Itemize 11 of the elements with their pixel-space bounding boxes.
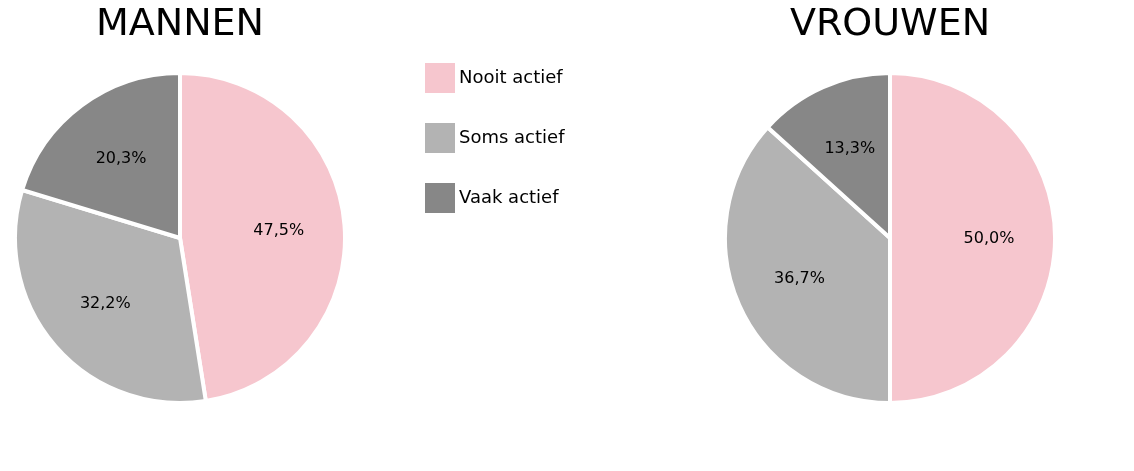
data-label: 47,5% xyxy=(253,220,305,240)
slice-label: MANNEN xyxy=(95,0,265,44)
data-label: 50,0% xyxy=(963,228,1015,247)
legend-label: Nooit actief xyxy=(459,66,564,87)
legend-label: Vaak actief xyxy=(459,186,560,207)
legend-label: Soms actief xyxy=(459,126,566,147)
data-label: 32,2% xyxy=(79,293,131,312)
data-label: 13,3% xyxy=(824,137,876,157)
data-label: 36,7% xyxy=(774,268,825,288)
data-label: 20,3% xyxy=(95,148,147,168)
slice-label: VROUWEN xyxy=(789,0,991,44)
